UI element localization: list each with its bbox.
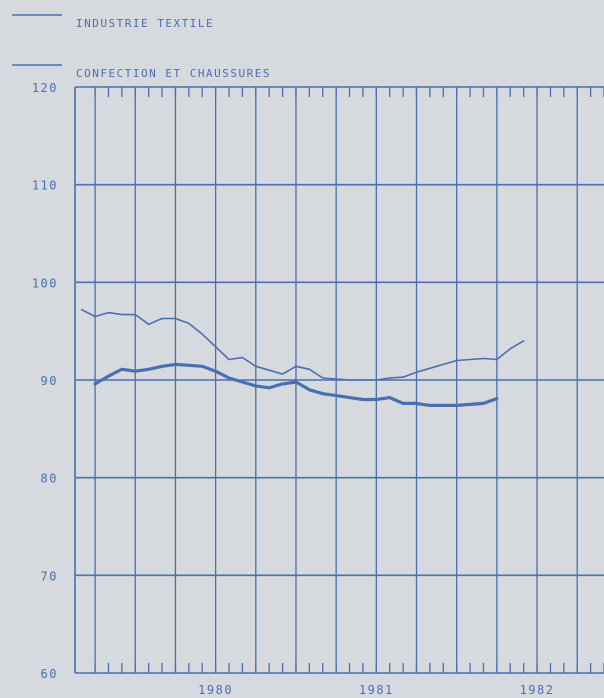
- x-tick-label: 1981: [359, 683, 394, 697]
- y-tick-label: 120: [32, 81, 58, 95]
- series-line: [93, 362, 499, 407]
- y-tick-label: 60: [41, 667, 58, 681]
- series-lines: [80, 308, 525, 407]
- y-tick-label: 110: [32, 179, 58, 193]
- legend: INDUSTRIE TEXTILE CONFECTION ET CHAUSSURE…: [12, 14, 271, 80]
- x-tick-label: 1982: [520, 683, 555, 697]
- y-tick-label: 90: [41, 374, 58, 388]
- x-axis-labels: 1980 1981 1982: [198, 683, 555, 697]
- legend-label: INDUSTRIE TEXTILE: [76, 17, 214, 30]
- y-axis-labels: 60 70 80 90 100 110 120: [32, 81, 58, 681]
- tick-marks: [94, 87, 604, 673]
- series-line: [80, 308, 525, 381]
- y-tick-label: 70: [41, 569, 58, 583]
- y-tick-label: 100: [32, 276, 58, 290]
- legend-label: CONFECTION ET CHAUSSURES: [76, 67, 271, 80]
- x-tick-label: 1980: [198, 683, 233, 697]
- y-tick-label: 80: [41, 472, 58, 486]
